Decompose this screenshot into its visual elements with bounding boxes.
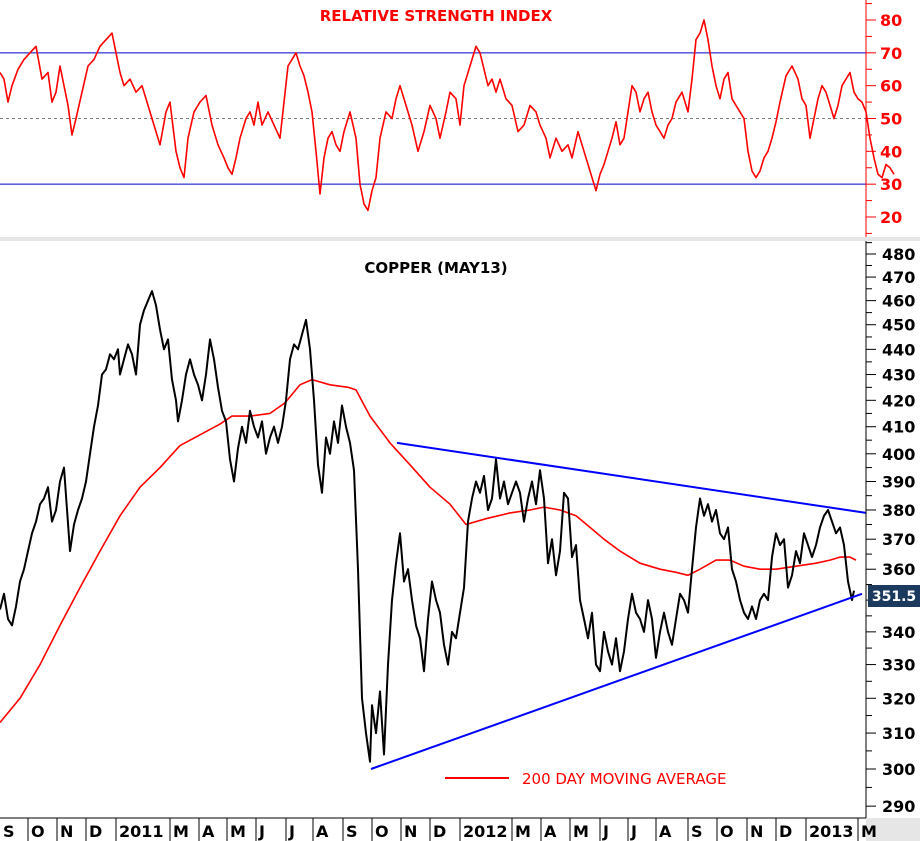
- price-tick-label: 440: [882, 340, 915, 359]
- last-price-value: 351.5: [872, 589, 916, 605]
- x-tick-label: A: [659, 822, 672, 841]
- x-tick-label: N: [750, 822, 763, 841]
- price-tick-label: 330: [882, 656, 915, 675]
- x-tick-label: M: [861, 822, 877, 841]
- x-tick-label: J: [630, 822, 637, 841]
- x-tick-label: J: [602, 822, 609, 841]
- x-tick-label: N: [404, 822, 417, 841]
- x-tick-label: O: [720, 822, 734, 841]
- price-tick-label: 400: [882, 445, 915, 464]
- price-tick-label: 450: [882, 316, 915, 335]
- x-tick-label: M: [515, 822, 531, 841]
- upper-trendline: [396, 441, 867, 514]
- x-tick-label: J: [258, 822, 265, 841]
- price-tick-label: 430: [882, 366, 915, 385]
- price-tick-label: 360: [882, 560, 915, 579]
- price-title: COPPER (MAY13): [364, 259, 507, 277]
- price-tick-label: 390: [882, 473, 915, 492]
- rsi-axis: 80 70 60 50 40 30 20: [866, 3, 902, 234]
- price-tick-label: 300: [882, 760, 915, 779]
- x-tick-label: S: [691, 822, 703, 841]
- rsi-tick-label: 60: [880, 77, 902, 96]
- price-tick-label: 460: [882, 292, 915, 311]
- x-tick-label: S: [3, 822, 15, 841]
- price-tick-label: 370: [882, 530, 915, 549]
- rsi-tick-label: 70: [880, 44, 902, 63]
- price-line: [0, 290, 855, 763]
- rsi-tick-label: 80: [880, 11, 902, 30]
- rsi-panel: RELATIVE STRENGTH INDEX 80 70 60 50 40 30 20: [0, 0, 902, 237]
- x-tick-label: O: [375, 822, 389, 841]
- panel-separator[interactable]: [0, 237, 920, 241]
- rsi-tick-label: 30: [880, 175, 902, 194]
- price-tick-label: 380: [882, 501, 915, 520]
- x-tick-label: J: [288, 822, 295, 841]
- rsi-tick-label: 40: [880, 142, 902, 161]
- moving-average-line: [0, 378, 857, 724]
- price-panel: COPPER (MAY13) 200 DAY MOVING AVERAGE 48…: [0, 241, 920, 818]
- price-tick-label: 340: [882, 623, 915, 642]
- x-tick-label: 2011: [119, 822, 164, 841]
- rsi-line: [0, 19, 895, 212]
- legend-label: 200 DAY MOVING AVERAGE: [522, 770, 726, 788]
- lower-trendline: [370, 592, 863, 770]
- x-tick-label: S: [346, 822, 358, 841]
- price-tick-label: 310: [882, 724, 915, 743]
- price-tick-label: 420: [882, 391, 915, 410]
- price-tick-label: 290: [882, 797, 915, 816]
- x-tick-label: D: [433, 822, 446, 841]
- rsi-reference-lines: [0, 52, 866, 185]
- x-tick-label: A: [202, 822, 215, 841]
- price-tick-label: 470: [882, 268, 915, 287]
- last-price-badge: 351.5: [868, 585, 920, 607]
- x-axis: S O N D 2011 M A M J J A S O N D 2012 M A M J J A S O N D 2013 M: [0, 817, 920, 841]
- x-tick-label: D: [779, 822, 792, 841]
- price-tick-label: 410: [882, 418, 915, 437]
- price-tick-label: 480: [882, 245, 915, 264]
- rsi-tick-label: 50: [880, 110, 902, 129]
- x-tick-label: A: [544, 822, 557, 841]
- x-tick-label: M: [230, 822, 246, 841]
- price-tick-label: 320: [882, 689, 915, 708]
- x-tick-label: O: [31, 822, 45, 841]
- x-tick-label: A: [316, 822, 329, 841]
- x-tick-label: 2012: [463, 822, 508, 841]
- rsi-tick-label: 20: [880, 208, 902, 227]
- x-tick-label: 2013: [809, 822, 854, 841]
- x-tick-label: M: [173, 822, 189, 841]
- x-tick-label: M: [573, 822, 589, 841]
- price-axis: 480 470 460 450 440 430 420 410 400 390 380 370 360 3…: [866, 242, 915, 816]
- rsi-title: RELATIVE STRENGTH INDEX: [320, 7, 553, 25]
- x-tick-label: N: [60, 822, 73, 841]
- x-tick-label: D: [89, 822, 102, 841]
